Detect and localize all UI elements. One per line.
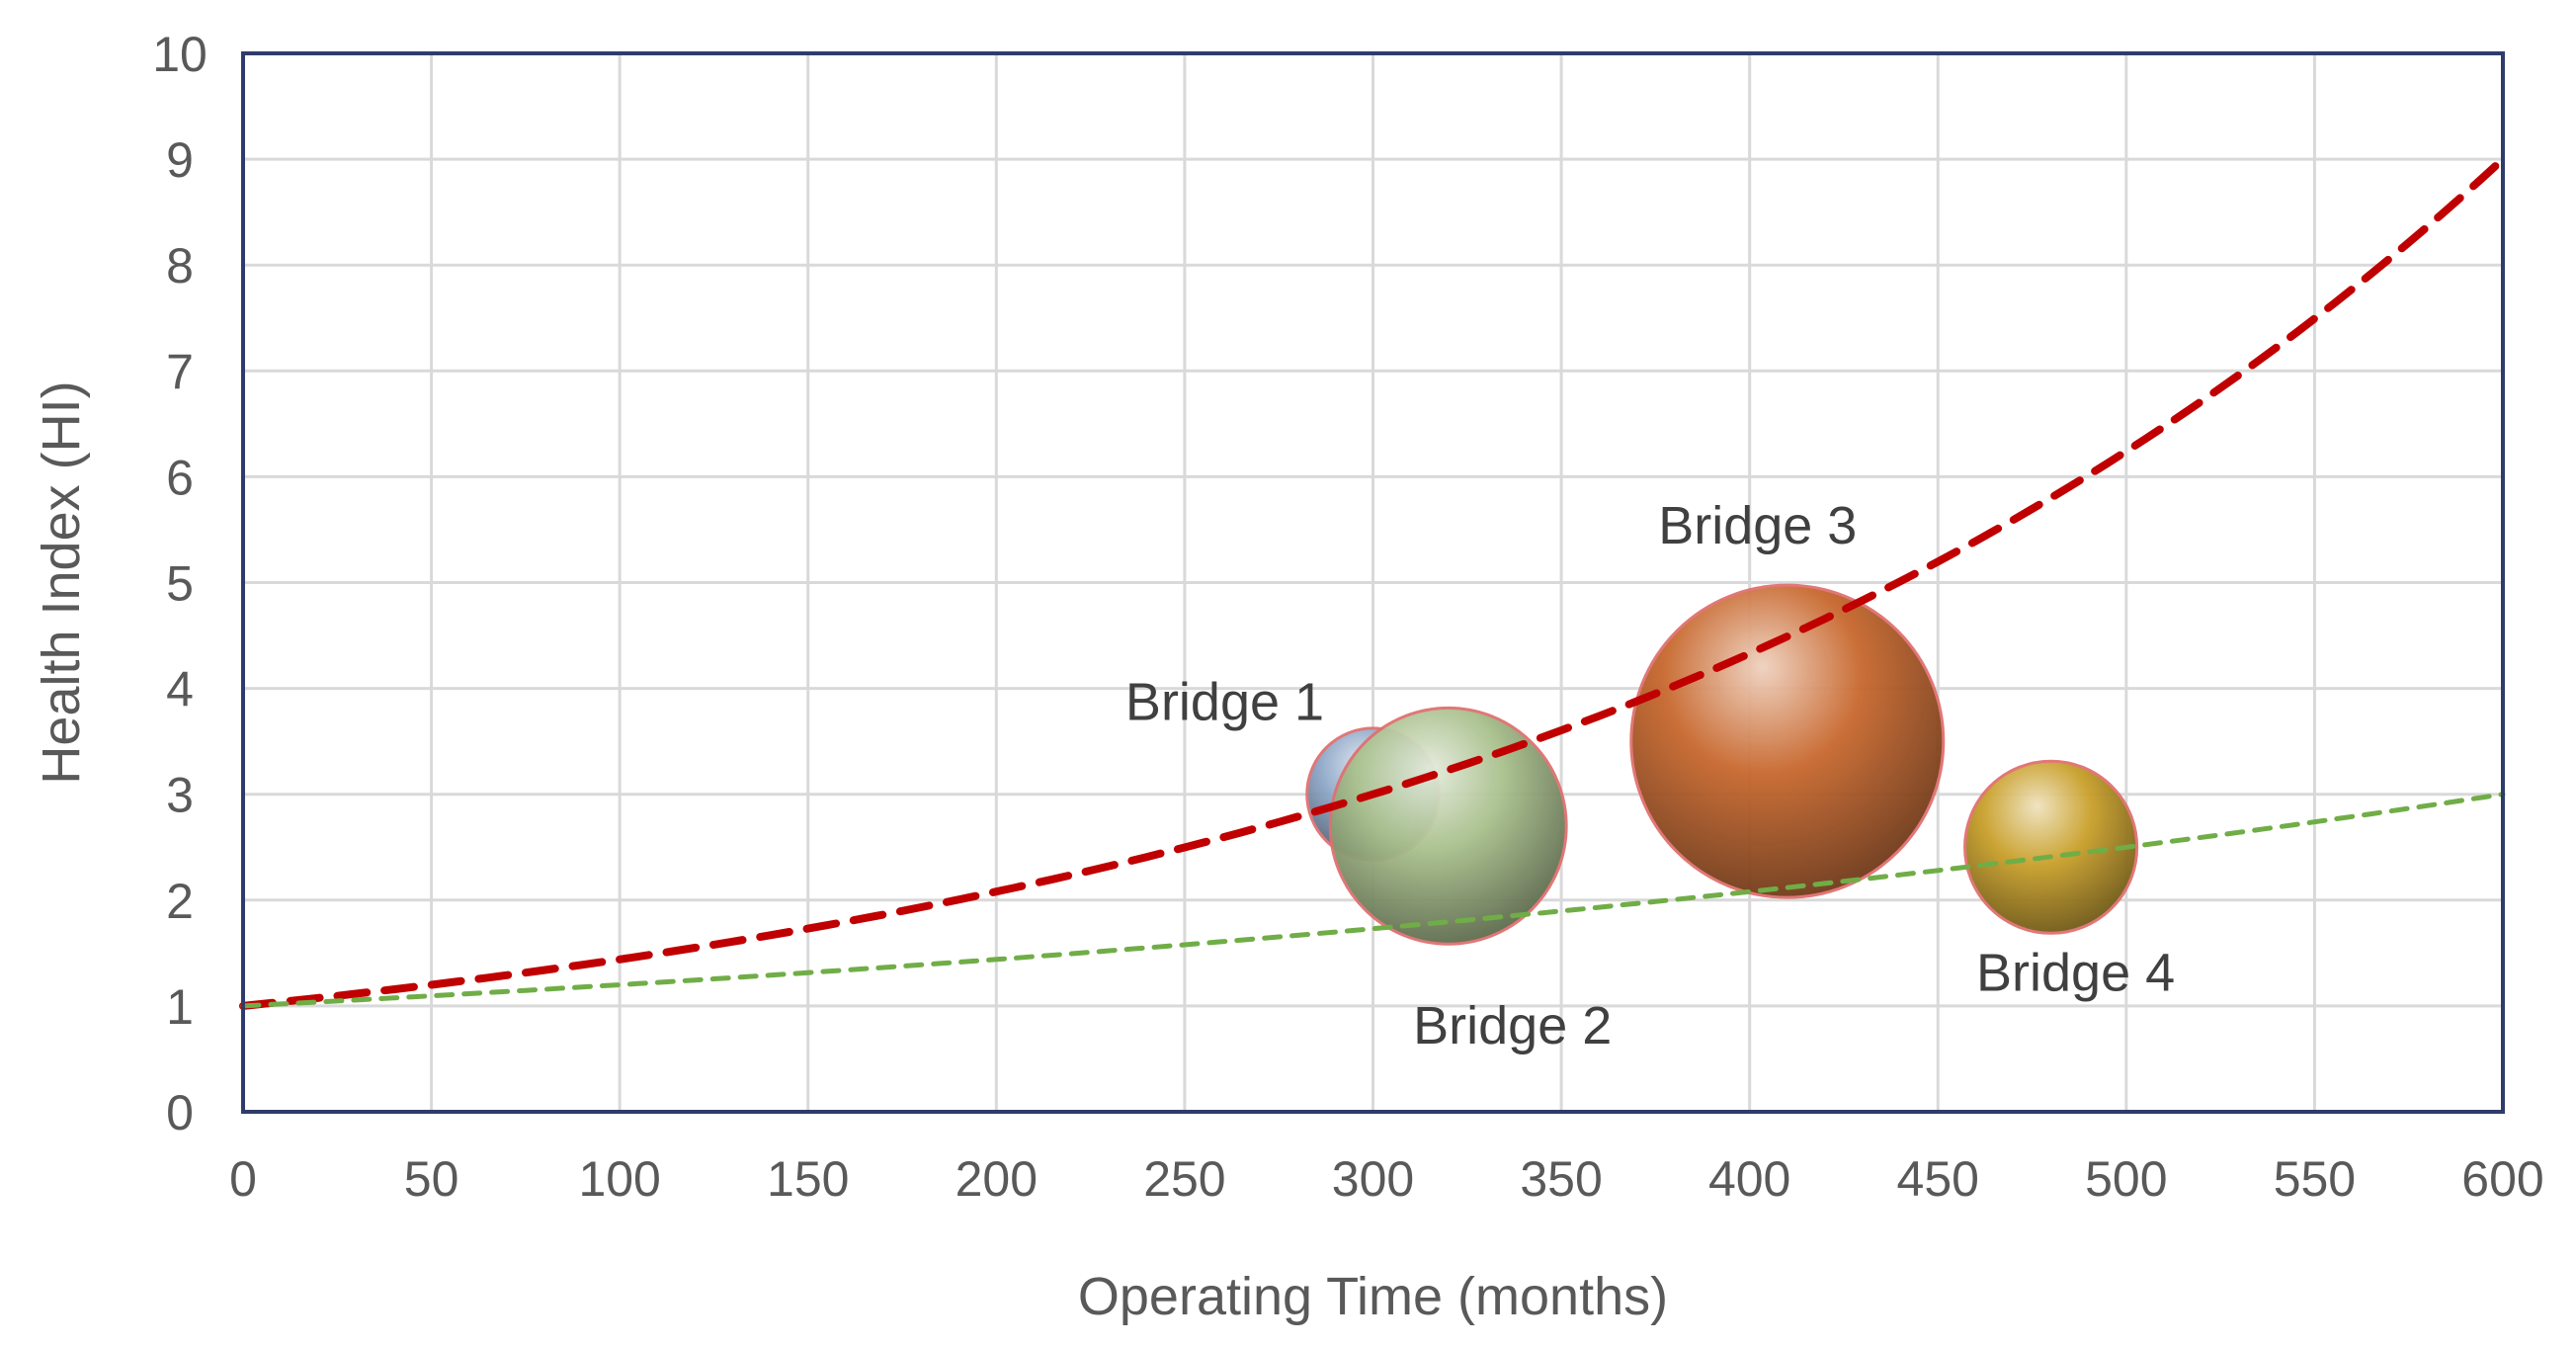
bubble-label-1: Bridge 1 <box>1125 673 1324 732</box>
bubble-3 <box>1629 583 1946 899</box>
y-tick-label-0: 0 <box>166 1085 194 1140</box>
x-tick-label-4: 200 <box>956 1151 1038 1207</box>
x-axis-tick-labels: 0 50 100 150 200 250 300 350 400 450 500 550 600 <box>229 1151 2544 1207</box>
x-tick-label-9: 450 <box>1897 1151 1979 1207</box>
y-axis-title: Health Index (HI) <box>32 380 91 784</box>
x-tick-label-12: 600 <box>2461 1151 2543 1207</box>
bubble-labels: Bridge 1 Bridge 2 Bridge 3 Bridge 4 <box>1125 496 2175 1055</box>
x-tick-label-5: 250 <box>1143 1151 1225 1207</box>
x-tick-label-2: 100 <box>578 1151 660 1207</box>
plot-area-border <box>241 51 2505 1114</box>
y-tick-label-6: 6 <box>166 450 194 505</box>
x-tick-label-0: 0 <box>229 1151 257 1207</box>
x-tick-label-8: 400 <box>1708 1151 1790 1207</box>
y-tick-label-9: 9 <box>166 132 194 188</box>
bubble-2 <box>1328 706 1568 946</box>
y-tick-label-3: 3 <box>166 768 194 823</box>
gridlines <box>241 51 2505 1114</box>
x-tick-label-7: 350 <box>1520 1151 1602 1207</box>
red-dashed-curve <box>239 155 2507 1010</box>
bubble-label-3: Bridge 3 <box>1658 496 1857 555</box>
x-tick-label-11: 550 <box>2274 1151 2356 1207</box>
x-tick-label-6: 300 <box>1332 1151 1414 1207</box>
y-tick-label-2: 2 <box>166 874 194 929</box>
y-tick-label-10: 10 <box>152 27 208 82</box>
y-tick-label-4: 4 <box>166 662 194 717</box>
y-tick-label-5: 5 <box>166 556 194 612</box>
bubbles <box>1305 583 2139 946</box>
y-tick-label-7: 7 <box>166 344 194 399</box>
x-tick-label-1: 50 <box>404 1151 459 1207</box>
bubble-label-2: Bridge 2 <box>1413 996 1612 1055</box>
trend-curves <box>239 155 2507 1010</box>
y-tick-label-1: 1 <box>166 979 194 1035</box>
green-dashed-curve <box>240 792 2506 1009</box>
y-axis-tick-labels: 0 1 2 3 4 5 6 7 8 9 10 <box>152 27 208 1140</box>
x-axis-title: Operating Time (months) <box>1078 1267 1668 1326</box>
x-tick-label-3: 150 <box>767 1151 849 1207</box>
bubble-label-4: Bridge 4 <box>1976 943 2175 1002</box>
bubble-4 <box>1963 759 2139 935</box>
x-tick-label-10: 500 <box>2085 1151 2167 1207</box>
y-tick-label-8: 8 <box>166 238 194 294</box>
